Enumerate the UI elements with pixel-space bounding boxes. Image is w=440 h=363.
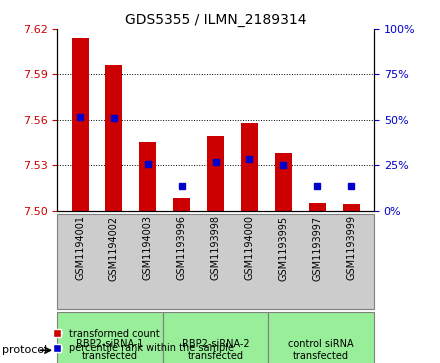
Bar [207,136,224,211]
Text: RBP2-siRNA-2
transfected: RBP2-siRNA-2 transfected [182,339,249,361]
Text: RBP2-siRNA-1
transfected: RBP2-siRNA-1 transfected [76,339,144,361]
Bar [72,38,88,211]
Bar [241,123,258,211]
Text: protocol: protocol [2,345,48,355]
Title: GDS5355 / ILMN_2189314: GDS5355 / ILMN_2189314 [125,13,306,26]
Bar [309,203,326,211]
Bar [173,199,190,211]
Bar [139,143,156,211]
Bar [343,204,359,211]
Bar [106,65,122,211]
Legend: transformed count, percentile rank within the sample: transformed count, percentile rank withi… [49,326,237,356]
Text: control siRNA
transfected: control siRNA transfected [288,339,354,361]
Bar [275,153,292,211]
